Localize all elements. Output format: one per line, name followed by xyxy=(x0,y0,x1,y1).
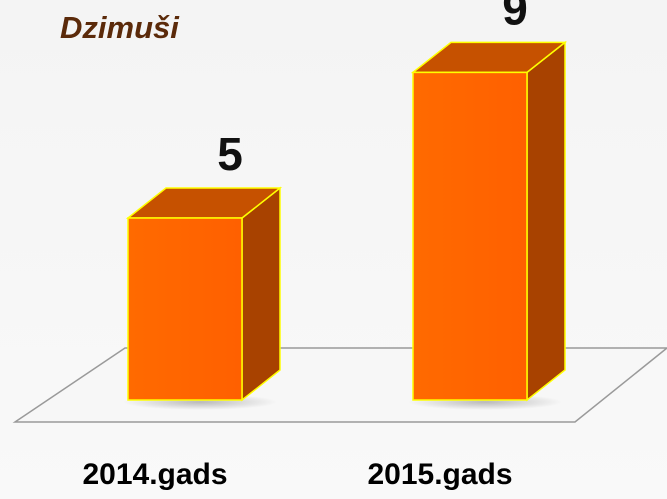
bar-front xyxy=(412,71,528,401)
floor xyxy=(12,347,667,423)
x-tick-label: 2015.gads xyxy=(367,458,512,491)
value-label: 9 xyxy=(502,0,528,35)
bar-front xyxy=(127,217,243,401)
bar xyxy=(123,186,283,410)
chart-title: Dzimuši xyxy=(60,10,180,45)
x-tick-label: 2014.gads xyxy=(82,458,227,491)
bar xyxy=(408,40,568,410)
bar-side xyxy=(241,186,281,402)
value-label: 5 xyxy=(217,128,243,180)
bar-side xyxy=(526,40,566,402)
